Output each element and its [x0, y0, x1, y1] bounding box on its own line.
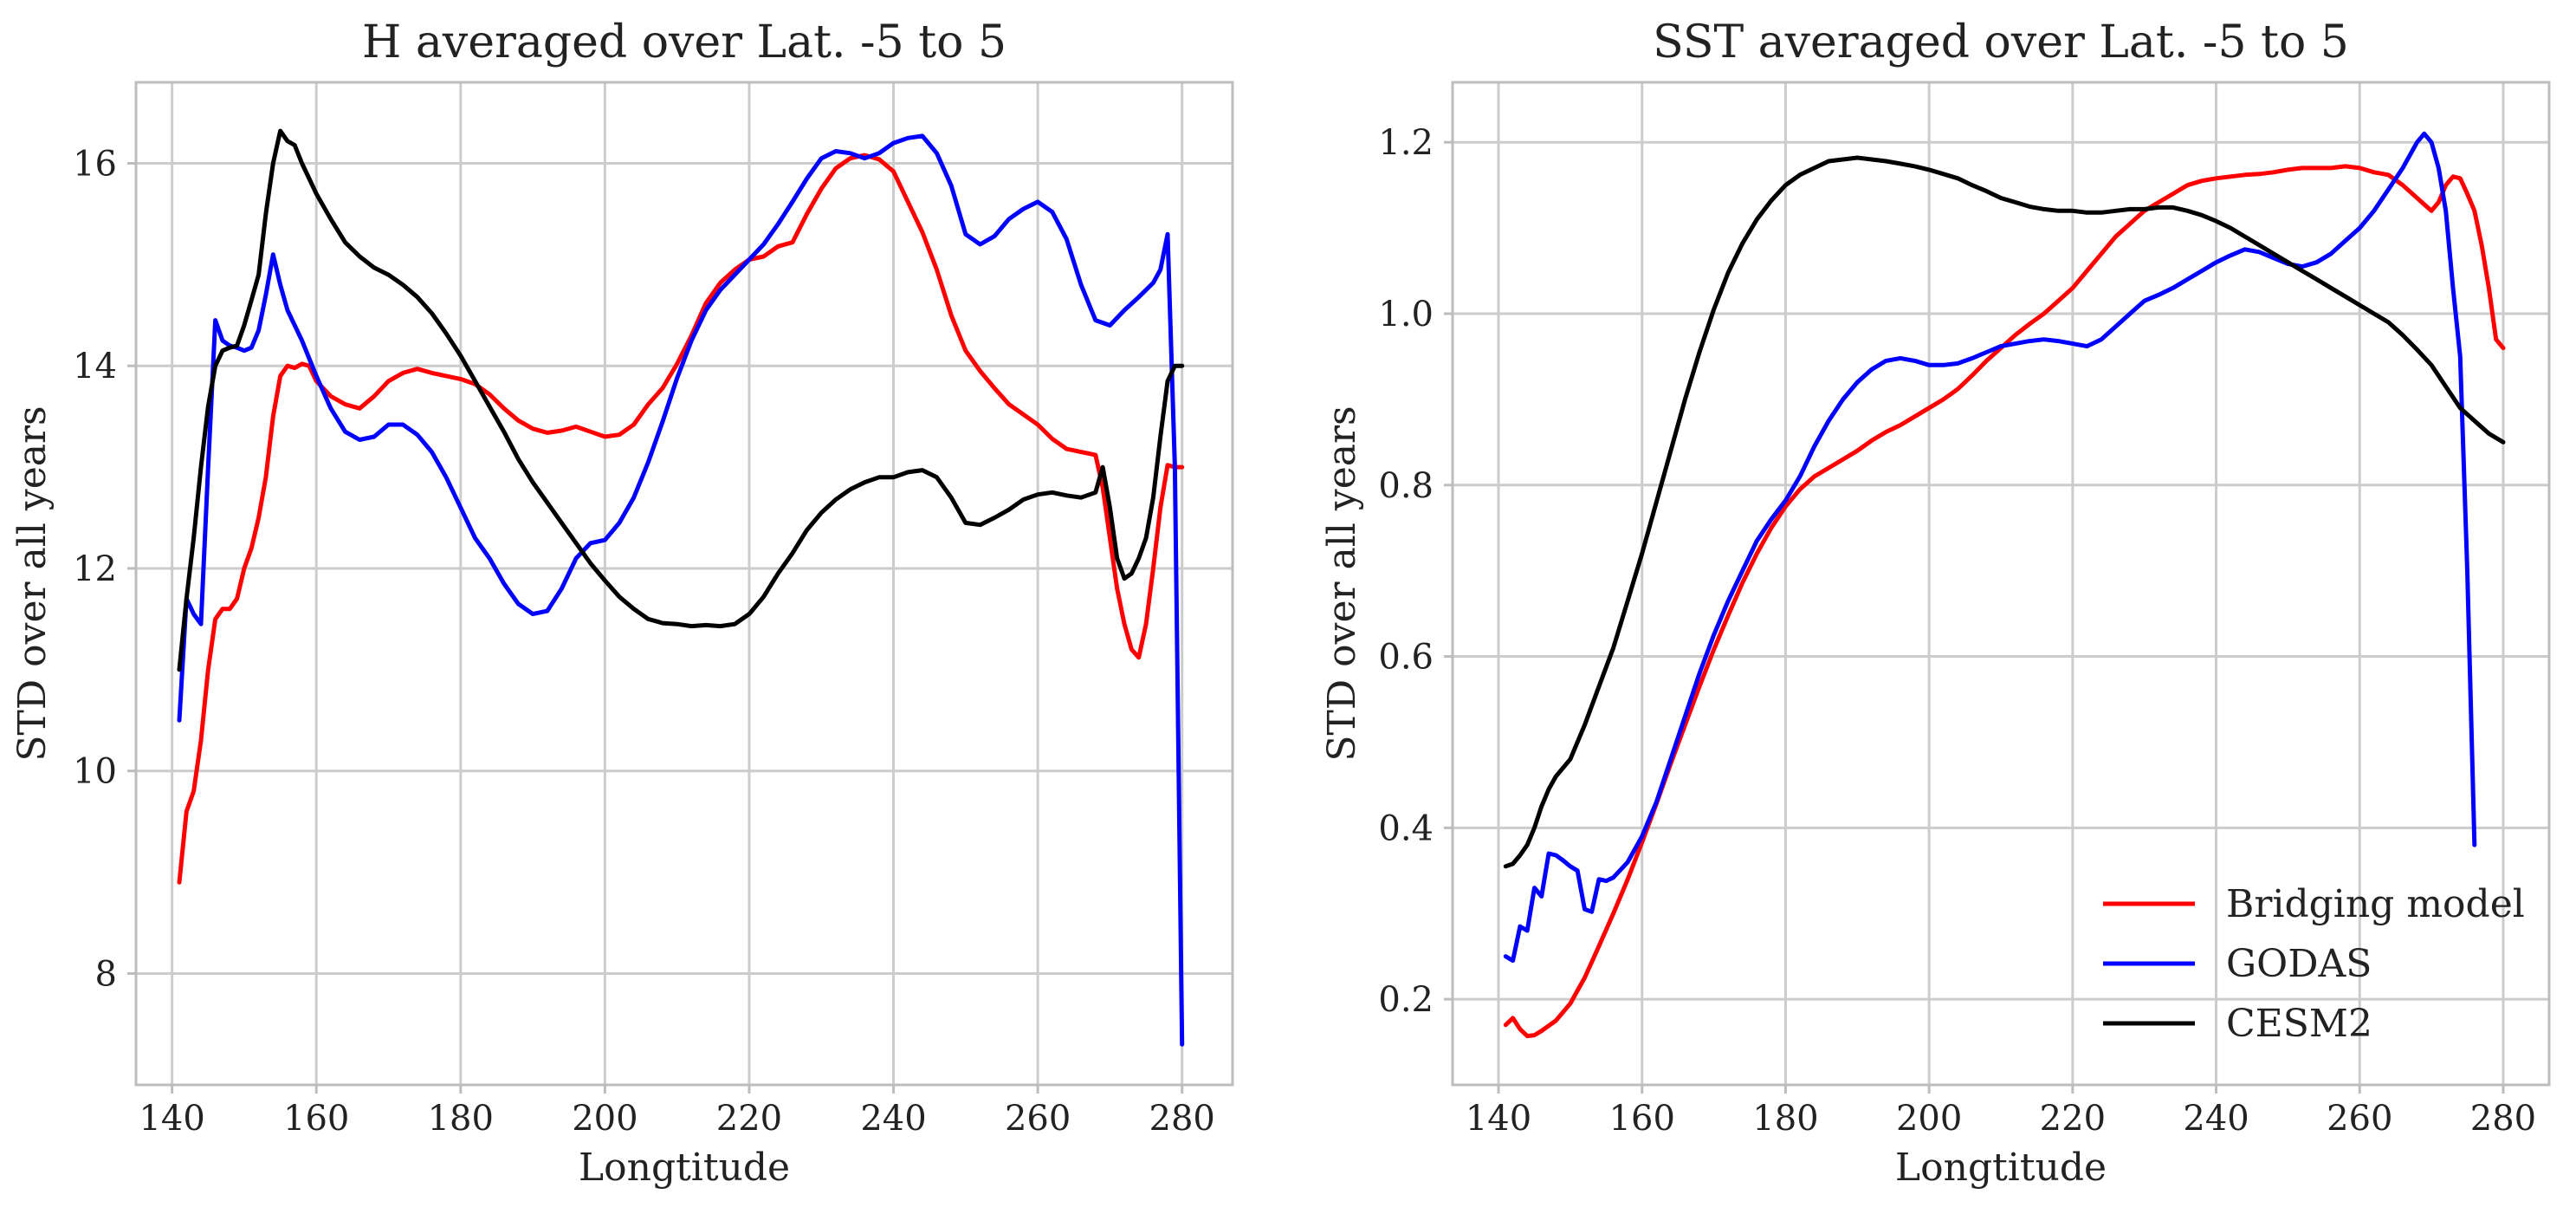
y-tick-label: 1.0: [1378, 295, 1434, 334]
x-tick-label: 220: [2040, 1099, 2106, 1139]
x-tick-label: 180: [428, 1099, 494, 1139]
y-axis-title: STD over all years: [1320, 406, 1364, 761]
x-tick-label: 260: [2327, 1099, 2392, 1139]
x-tick-label: 240: [2183, 1099, 2249, 1139]
legend-label: Bridging model: [2226, 882, 2525, 926]
h-std-chart: 140 160 180 200 220 240 260 280 8 10 12 14 16 H avera…: [10, 16, 1234, 1190]
x-tick-label: 280: [2470, 1099, 2536, 1139]
series-line-godas: [1503, 131, 2477, 964]
chart-title: SST averaged over Lat. -5 to 5: [1653, 16, 2349, 68]
chart-title: H averaged over Lat. -5 to 5: [362, 16, 1006, 68]
y-axis-title: STD over all years: [10, 406, 55, 761]
y-tick-label: 1.2: [1378, 123, 1434, 163]
series-line-cesm2: [177, 128, 1185, 672]
x-tick-label: 160: [1609, 1099, 1675, 1139]
x-tick-label: 180: [1752, 1099, 1818, 1139]
plot-frame: [1451, 81, 2551, 1087]
x-tick-label: 200: [572, 1099, 638, 1139]
x-tick-label: 200: [1896, 1099, 1962, 1139]
x-tick-label: 260: [1005, 1099, 1071, 1139]
legend-label: CESM2: [2226, 1002, 2372, 1046]
y-tick-label: 16: [73, 144, 117, 184]
x-tick-label: 140: [1466, 1099, 1531, 1139]
y-tick-label: 0.8: [1378, 466, 1434, 506]
sst-std-chart: 140 160 180 200 220 240 260 280 0.2 0.4 0.6 0.8 1.0 1…: [1320, 16, 2551, 1190]
y-tick-label: 14: [73, 347, 117, 386]
series-line-bridging-model: [177, 153, 1185, 885]
x-axis-title: Longtitude: [1895, 1146, 2107, 1190]
series-line-cesm2: [1503, 155, 2506, 869]
x-tick-label: 140: [139, 1099, 204, 1139]
y-tick-label: 0.2: [1378, 980, 1434, 1020]
legend-label: GODAS: [2226, 942, 2372, 986]
y-tick-label: 10: [73, 752, 117, 792]
x-axis-title: Longtitude: [579, 1146, 790, 1190]
y-tick-label: 12: [73, 549, 117, 589]
plot-frame: [134, 81, 1234, 1087]
series-line-godas: [177, 133, 1185, 1047]
y-tick-label: 0.6: [1378, 638, 1434, 678]
legend: Bridging model GODAS CESM2: [2103, 882, 2525, 1046]
x-tick-label: 160: [283, 1099, 349, 1139]
x-tick-label: 240: [860, 1099, 926, 1139]
x-tick-label: 220: [716, 1099, 782, 1139]
x-tick-label: 280: [1149, 1099, 1215, 1139]
y-tick-label: 8: [95, 954, 117, 994]
y-tick-label: 0.4: [1378, 808, 1434, 848]
